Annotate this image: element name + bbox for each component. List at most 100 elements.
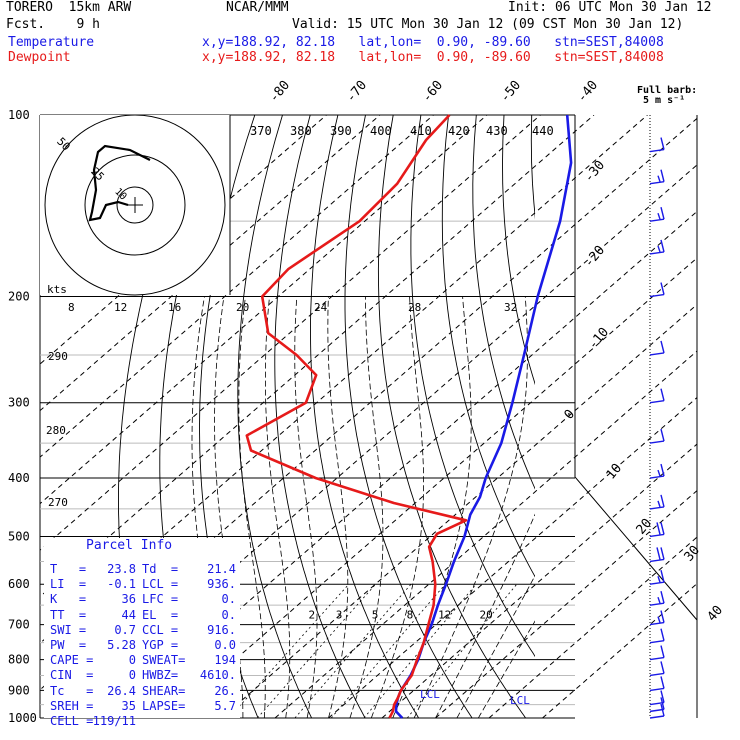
wind-barb-flag [660,207,665,220]
wind-barb [649,645,665,661]
mixing-ratio-label: 20 [479,609,492,622]
theta-label: 410 [410,124,432,138]
isotherm-line [40,115,381,412]
parcel-key: SHEAR= [142,683,186,698]
hodograph-ring [84,154,186,256]
wind-barb-flag [660,388,665,401]
wind-barb [649,428,665,444]
mixing-ratio-label: 2 [308,609,315,622]
isotherm-right-label: -30 [582,158,609,186]
parcel-key: TT = [50,607,87,622]
pressure-tick-label: 1000 [8,711,37,725]
wind-barb [649,661,665,677]
dry-adiabat [502,115,535,386]
parcel-info-title: Parcel Info [86,538,173,553]
wind-barb-flag [657,469,661,477]
hodograph-ring [116,186,154,224]
wind-barb-flag [660,591,665,604]
dry-adiabat [410,115,535,658]
wind-barb-flag [660,137,665,150]
hodograph-speed-label: 28 [408,301,421,314]
wind-barb-staff [649,687,665,692]
parcel-key: LFC = [142,592,179,607]
location-line-dew: x,y=188.92, 82.18 lat,lon= 0.90, -89.60 … [202,50,664,65]
wind-barb-flag [657,576,661,583]
lcl-label-left: LCL [420,688,440,701]
hodograph-speed-label: 12 [114,301,127,314]
parcel-value: 0. [221,607,236,622]
moist-adiabat [392,296,472,718]
theta-label: 440 [532,124,554,138]
isotherm-top-label: -40 [575,78,602,106]
parcel-key: EL = [142,607,179,622]
theta-label: 420 [448,124,470,138]
model-title: TORERO 15km ARW [6,0,132,15]
wind-barb [649,239,665,255]
parcel-key: CCL = [142,622,179,637]
isotherm-line [274,350,697,718]
isotherm-right-label: -10 [586,325,613,353]
wind-barb-staff [649,475,665,479]
wind-barb-flag [660,169,665,182]
parcel-value: 194 [214,653,236,668]
left-theta-label: 270 [48,496,68,509]
lcl-label-right: LCL [510,694,530,707]
isotherm-line [167,257,697,718]
barb-legend-title: Full barb: [637,85,698,96]
isotherm-top-label: -60 [420,78,447,106]
parcel-panel-bg [44,538,240,718]
dry-adiabat [643,115,740,731]
parcel-key: PW = [50,638,87,652]
wind-barb-flag [660,676,665,689]
parcel-key: K = [50,592,87,607]
parcel-value: 5.7 [214,698,236,713]
isotherm-line [435,489,697,718]
parcel-value: 0 [128,653,136,668]
wind-barb-flag [660,282,665,295]
wind-barb [649,676,665,692]
parcel-key: LI = [50,577,87,592]
wind-barb-flag [656,522,661,535]
theta-label: 380 [290,124,312,138]
wind-barb-staff [649,181,665,185]
hodograph-speed-label: 20 [236,301,249,314]
isotherm-line [221,303,697,718]
wind-barb [649,690,665,706]
wind-barb-staff [649,621,665,626]
dry-adiabat [726,115,740,731]
dewpoint-label: Dewpoint [8,50,71,65]
dry-adiabat [441,115,535,578]
mixing-ratio-line [257,583,376,718]
mixing-ratio-label: 12 [438,609,451,622]
wind-barb-flag [660,661,665,674]
chart-series [245,114,573,719]
parcel-key: CELL = [50,714,94,728]
isotherm-top-label: -80 [267,78,294,106]
parcel-value: 0. [221,592,236,607]
wind-barb-flag [660,494,665,508]
pressure-tick-label: 700 [8,618,30,632]
wind-barb-flag [660,628,665,641]
parcel-value: 936. [207,577,236,592]
parcel-value: 44 [121,607,136,622]
parcel-key: T = [50,562,87,576]
wind-barb-flag [660,522,665,535]
parcel-value: 21.4 [207,562,236,576]
wind-barb-staff [649,701,665,706]
parcel-value: 35 [121,698,136,713]
valid-time: Valid: 15 UTC Mon 30 Jan 12 (09 CST Mon … [292,17,684,32]
pressure-tick-label: 100 [8,108,30,122]
dry-adiabat [472,115,535,490]
parcel-key: SWEAT= [142,653,186,668]
wind-barb-staff [649,400,665,404]
wind-barb-staff [649,533,665,538]
wind-barb-staff [649,715,665,719]
theta-label: 370 [250,124,272,138]
pressure-tick-label: 200 [8,290,30,304]
dry-adiabat [377,115,527,718]
parcel-value: 4610. [199,668,236,683]
mixing-ratio-lines [228,583,518,718]
barb-legend-unit: 5 m s⁻¹ [643,95,686,106]
wind-barb-flag [660,428,665,442]
